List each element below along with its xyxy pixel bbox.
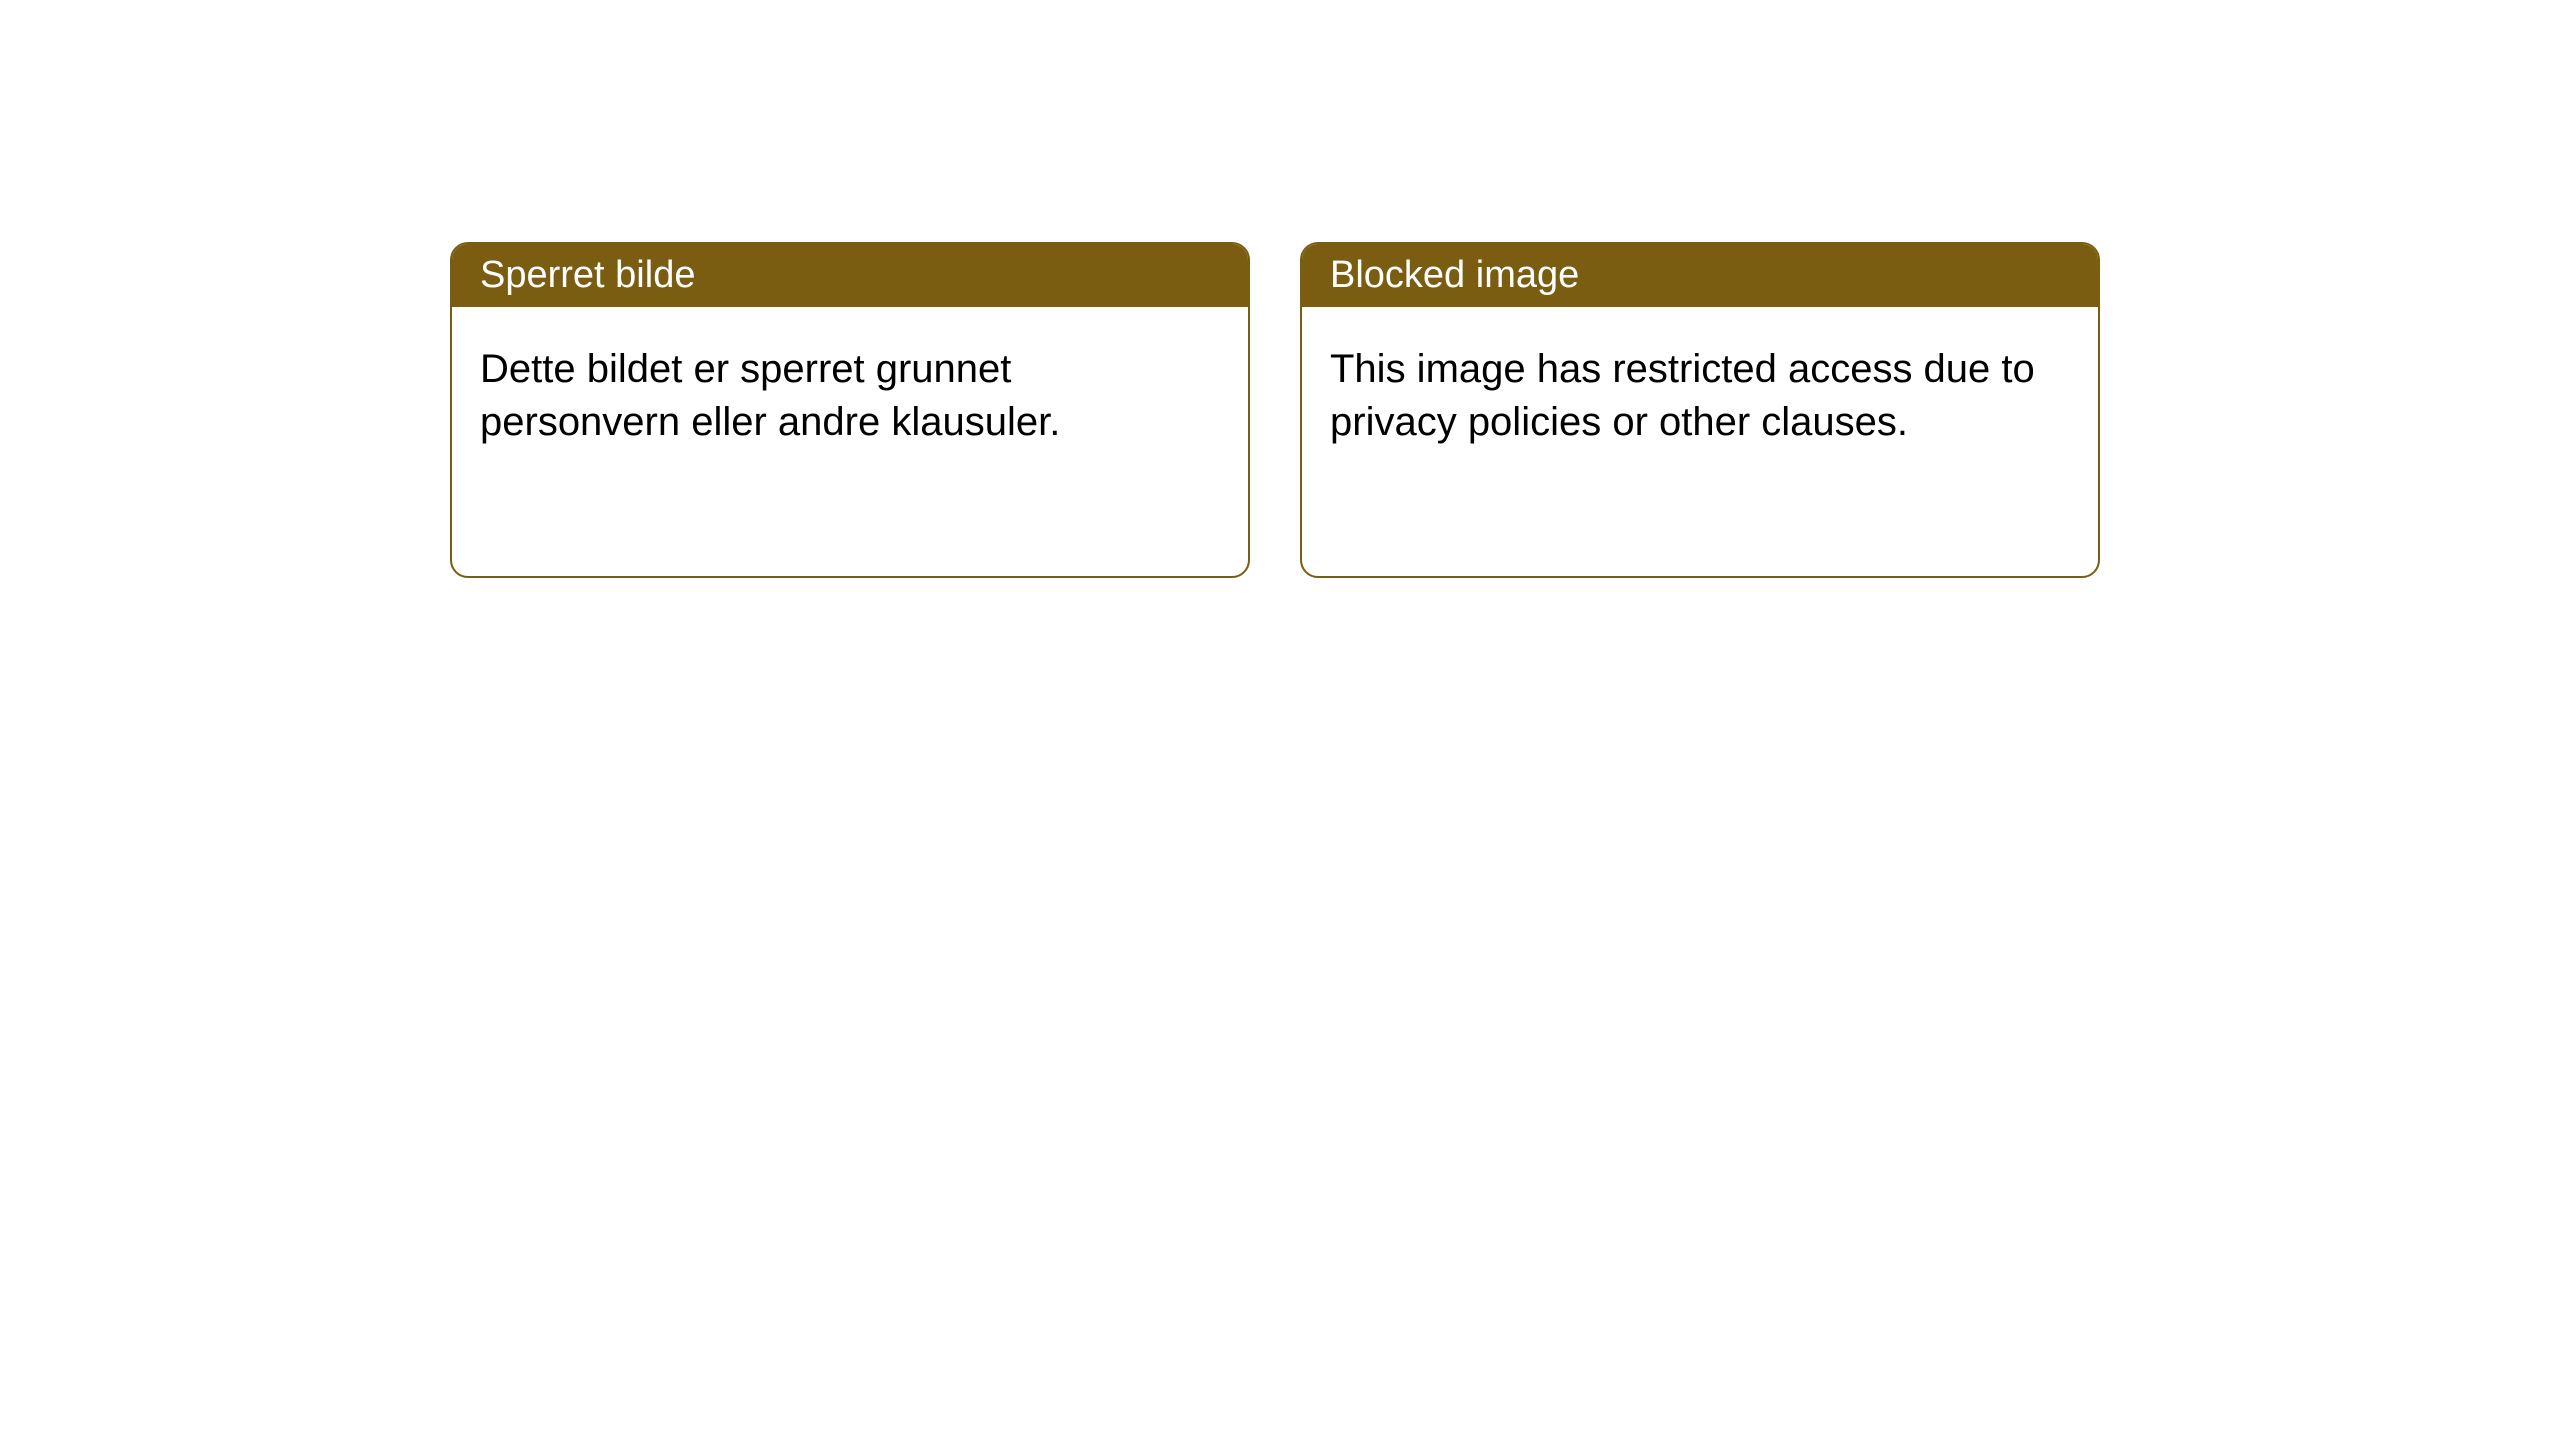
card-body: This image has restricted access due to … [1302,307,2098,485]
notice-card-english: Blocked image This image has restricted … [1300,242,2100,578]
card-header: Sperret bilde [452,244,1248,307]
card-header: Blocked image [1302,244,2098,307]
notice-card-norwegian: Sperret bilde Dette bildet er sperret gr… [450,242,1250,578]
card-body: Dette bildet er sperret grunnet personve… [452,307,1248,485]
notice-card-container: Sperret bilde Dette bildet er sperret gr… [0,0,2560,578]
